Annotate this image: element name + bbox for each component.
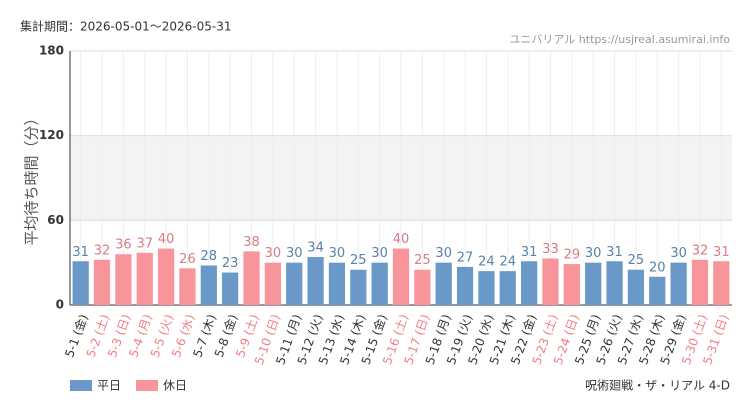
y-tick-label: 0: [56, 298, 64, 312]
bar: [286, 262, 303, 305]
data-label: 25: [350, 253, 367, 268]
data-label: 31: [606, 245, 623, 260]
bar: [627, 269, 645, 305]
data-label: 24: [500, 255, 517, 270]
bar: [691, 259, 709, 305]
data-label: 28: [201, 249, 218, 264]
source: ユニバリアル https://usjreal.asumirai.info: [509, 33, 730, 46]
data-label: 30: [286, 246, 303, 261]
bar: [585, 262, 602, 305]
data-label: 30: [585, 246, 602, 261]
data-label: 34: [307, 241, 324, 256]
legend-swatch: [70, 380, 92, 391]
bar: [563, 264, 580, 305]
legend-label: 平日: [97, 379, 121, 393]
data-label: 31: [713, 245, 730, 260]
data-label: 32: [94, 243, 111, 258]
data-label: 31: [72, 245, 89, 260]
bar: [264, 262, 281, 305]
data-label: 30: [329, 246, 346, 261]
bar: [350, 269, 367, 305]
bar: [542, 258, 559, 305]
bar: [670, 262, 687, 305]
data-label: 27: [457, 250, 474, 265]
data-label: 29: [564, 248, 581, 263]
bar: [157, 248, 175, 305]
bar: [456, 266, 474, 305]
bar: [713, 261, 730, 305]
data-label: 30: [670, 246, 687, 261]
data-label: 25: [628, 253, 645, 268]
data-label: 30: [371, 246, 388, 261]
bar: [200, 265, 217, 305]
chart-title: 集計期間：2026-05-01～2026-05-31: [20, 19, 231, 34]
y-tick-label: 120: [39, 128, 64, 142]
data-label: 40: [393, 232, 410, 247]
attraction-name: 呪術廻戦・ザ・リアル 4-D: [585, 379, 730, 393]
data-label: 30: [435, 246, 452, 261]
bar: [435, 262, 452, 305]
bar: [521, 261, 538, 305]
bar: [72, 261, 89, 305]
bar: [307, 257, 324, 305]
data-label: 23: [222, 256, 239, 271]
bar: [179, 268, 196, 305]
data-label: 38: [243, 235, 260, 250]
bar: [649, 276, 666, 305]
data-label: 20: [649, 260, 666, 275]
bar: [222, 272, 239, 305]
bar: [115, 254, 132, 305]
bar: [93, 259, 111, 305]
bar: [499, 271, 516, 305]
data-label: 36: [115, 238, 132, 253]
data-label: 25: [414, 253, 431, 268]
data-label: 30: [265, 246, 282, 261]
bar: [392, 248, 410, 305]
bar: [136, 252, 153, 305]
legend-swatch: [136, 380, 158, 391]
legend-label: 休日: [163, 379, 187, 393]
bar: [414, 269, 431, 305]
y-tick-label: 60: [47, 213, 64, 227]
data-label: 24: [478, 255, 495, 270]
y-tick-label: 180: [39, 44, 64, 58]
bar: [371, 262, 388, 305]
bar: [606, 261, 623, 305]
data-label: 31: [521, 245, 538, 260]
bar: [243, 251, 260, 305]
data-label: 26: [179, 252, 196, 267]
data-label: 32: [692, 243, 709, 258]
bar: [328, 262, 346, 305]
data-label: 40: [158, 232, 175, 247]
data-label: 37: [136, 236, 153, 251]
data-label: 33: [542, 242, 559, 257]
bar: [478, 271, 495, 305]
y-axis-label: 平均待ち時間（分）: [23, 110, 41, 245]
